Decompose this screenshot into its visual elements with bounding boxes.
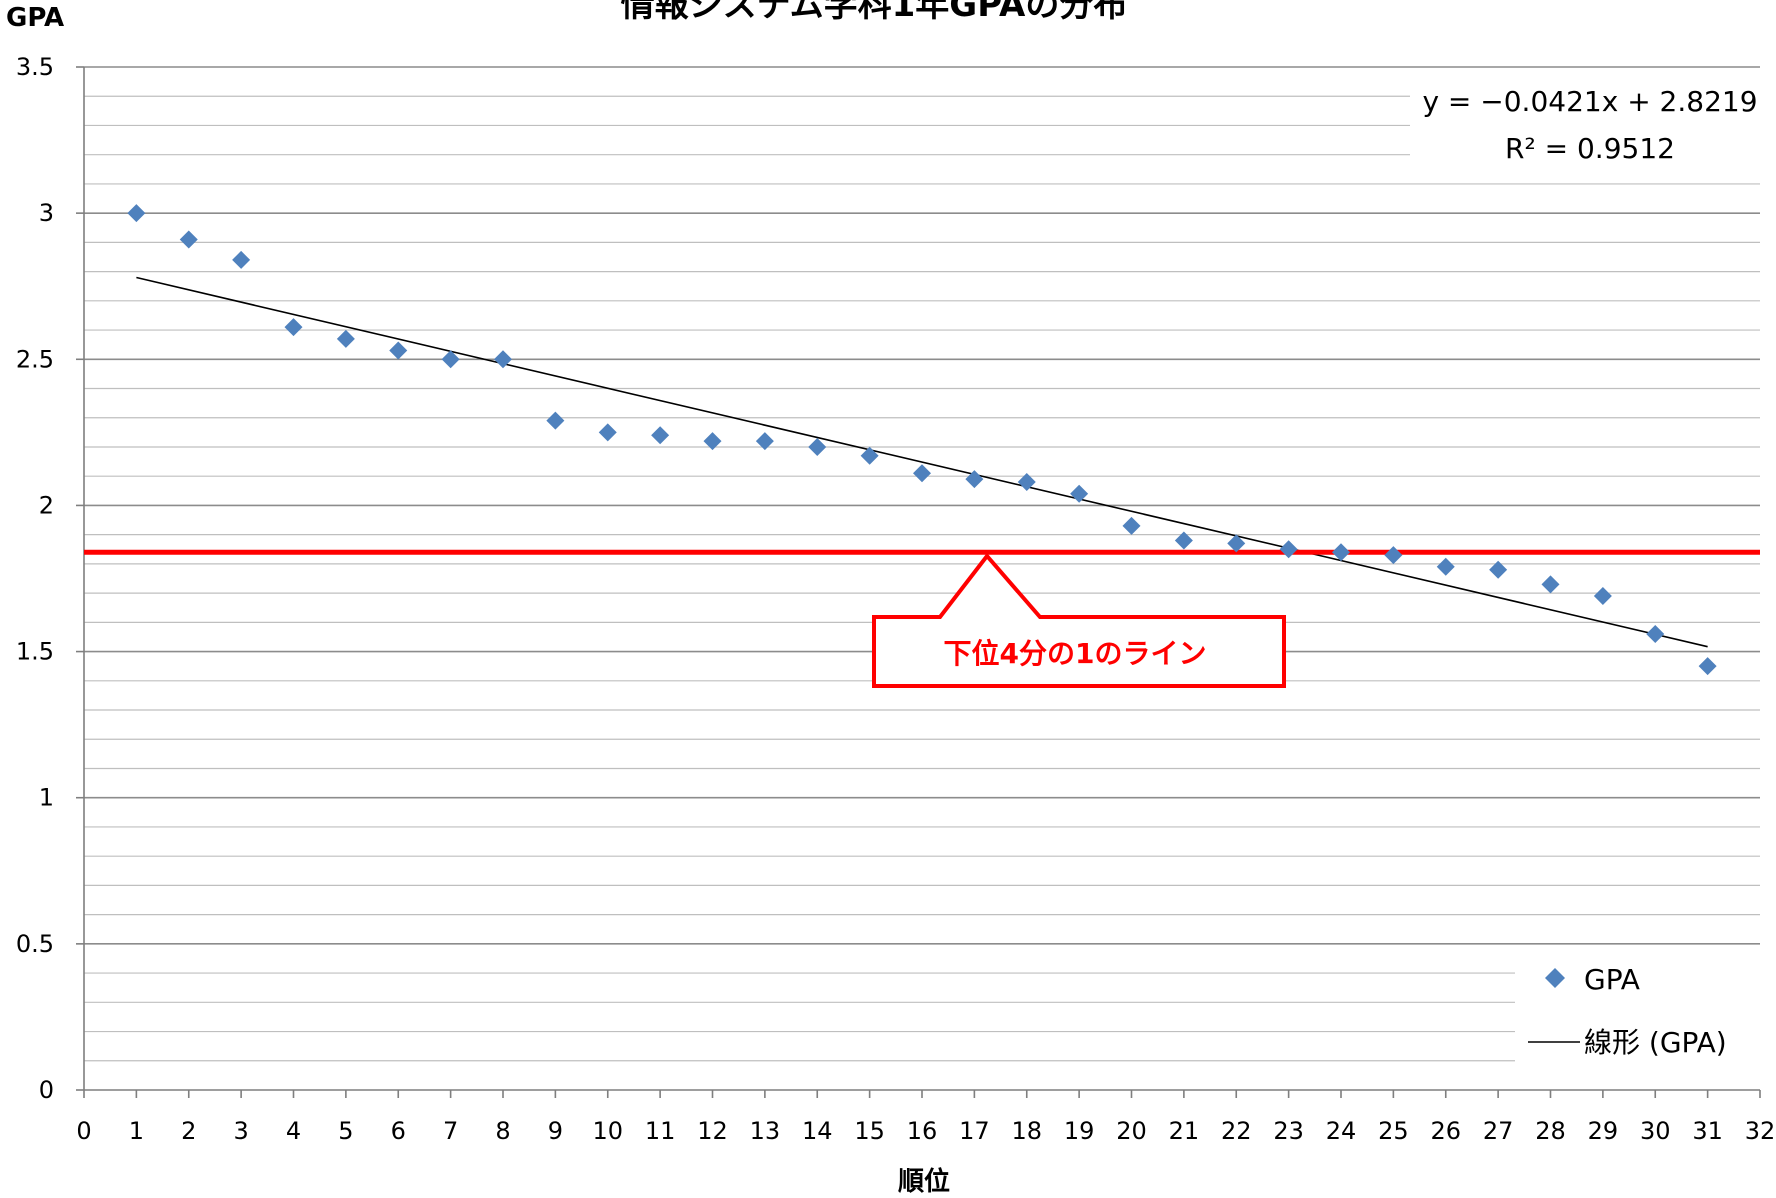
data-point	[1070, 484, 1089, 503]
data-point	[179, 230, 198, 249]
x-tick-label: 28	[1535, 1117, 1566, 1145]
data-point	[913, 464, 931, 483]
data-point	[1646, 625, 1665, 644]
data-point	[808, 437, 827, 456]
y-tick-label: 1.5	[16, 638, 54, 666]
x-tick-label: 10	[592, 1117, 623, 1145]
data-point	[1541, 575, 1560, 594]
data-point	[651, 426, 670, 445]
data-point	[1279, 540, 1298, 559]
x-tick-label: 6	[391, 1117, 406, 1145]
data-point	[1384, 546, 1403, 565]
equation-background	[1410, 82, 1760, 177]
data-point	[965, 470, 984, 489]
data-points	[127, 204, 1717, 676]
x-tick-label: 13	[750, 1117, 781, 1145]
y-tick-label: 0	[39, 1076, 54, 1104]
data-point	[860, 446, 879, 465]
data-point	[336, 329, 355, 348]
x-tick-label: 8	[495, 1117, 510, 1145]
x-tick-label: 21	[1169, 1117, 1200, 1145]
data-point	[127, 204, 146, 223]
data-point	[1332, 543, 1350, 562]
callout: 下位4分の1のライン	[872, 552, 1286, 688]
trendline-r2-label: R² = 0.9512	[1505, 132, 1675, 165]
x-tick-label: 12	[697, 1117, 728, 1145]
x-tick-label: 32	[1745, 1117, 1776, 1145]
x-tick-label: 20	[1116, 1117, 1147, 1145]
x-tick-label: 15	[854, 1117, 885, 1145]
chart-title: 情報システム学科1年GPAの分布	[621, 0, 1128, 25]
y-tick-label: 3.5	[16, 53, 54, 81]
x-tick-label: 2	[181, 1117, 196, 1145]
y-tick-label: 2	[39, 491, 54, 519]
data-point	[389, 341, 408, 360]
y-axis-title: GPA	[6, 3, 64, 33]
x-tick-label: 9	[548, 1117, 563, 1145]
x-tick-label: 25	[1378, 1117, 1409, 1145]
legend: GPA 線形 (GPA)	[1528, 963, 1727, 1059]
y-tick-label: 2.5	[16, 345, 54, 373]
axes: 00.511.522.533.50 1 2 3 4 5 6 7 8 9 10 11 12 13 14 15 16…	[16, 53, 1775, 1145]
x-tick-label: 19	[1064, 1117, 1095, 1145]
x-tick-label: 18	[1011, 1117, 1042, 1145]
x-tick-label: 0	[76, 1117, 91, 1145]
x-tick-label: 30	[1640, 1117, 1671, 1145]
x-tick-label: 26	[1430, 1117, 1461, 1145]
data-point	[1227, 534, 1246, 553]
x-tick-label: 22	[1221, 1117, 1252, 1145]
x-tick-label: 17	[959, 1117, 990, 1145]
legend-entry-gpa: GPA	[1584, 963, 1640, 996]
x-tick-label: 27	[1483, 1117, 1514, 1145]
data-point	[1122, 516, 1141, 535]
data-point	[441, 350, 460, 369]
data-point	[1436, 557, 1455, 576]
x-axis-title: 順位	[898, 1166, 950, 1197]
data-point	[598, 423, 617, 442]
data-point	[232, 250, 251, 269]
y-tick-label: 3	[39, 199, 54, 227]
data-point	[1174, 531, 1193, 550]
x-tick-label: 1	[129, 1117, 144, 1145]
x-tick-label: 3	[233, 1117, 248, 1145]
data-point	[755, 432, 774, 451]
x-tick-label: 24	[1326, 1117, 1357, 1145]
callout-label: 下位4分の1のライン	[944, 637, 1207, 670]
data-point	[1593, 587, 1612, 606]
x-tick-label: 14	[802, 1117, 833, 1145]
x-tick-label: 16	[907, 1117, 938, 1145]
grid-lines	[84, 66, 1760, 1085]
x-tick-label: 11	[645, 1117, 676, 1145]
data-point	[284, 318, 303, 337]
legend-entry-linear: 線形 (GPA)	[1584, 1026, 1727, 1059]
data-point	[494, 350, 512, 369]
data-point	[546, 411, 565, 430]
data-point	[1698, 657, 1717, 676]
x-tick-label: 29	[1588, 1117, 1619, 1145]
x-tick-label: 5	[338, 1117, 353, 1145]
y-tick-label: 0.5	[16, 930, 54, 958]
callout-box	[872, 552, 1286, 688]
legend-background	[1515, 945, 1760, 1085]
y-tick-label: 1	[39, 784, 54, 812]
legend-diamond-icon	[1545, 968, 1565, 988]
data-point	[1489, 560, 1508, 579]
trendline	[136, 276, 1708, 648]
data-point	[703, 432, 722, 451]
trendline-equation: y = −0.0421x + 2.8219 R² = 0.9512	[1422, 85, 1757, 165]
x-tick-label: 7	[443, 1117, 458, 1145]
data-point	[1017, 473, 1036, 492]
trendline-equation-label: y = −0.0421x + 2.8219	[1422, 85, 1757, 118]
x-tick-label: 4	[286, 1117, 301, 1145]
x-tick-label: 23	[1273, 1117, 1304, 1145]
trendline-group	[136, 276, 1708, 648]
x-tick-label: 31	[1692, 1117, 1723, 1145]
